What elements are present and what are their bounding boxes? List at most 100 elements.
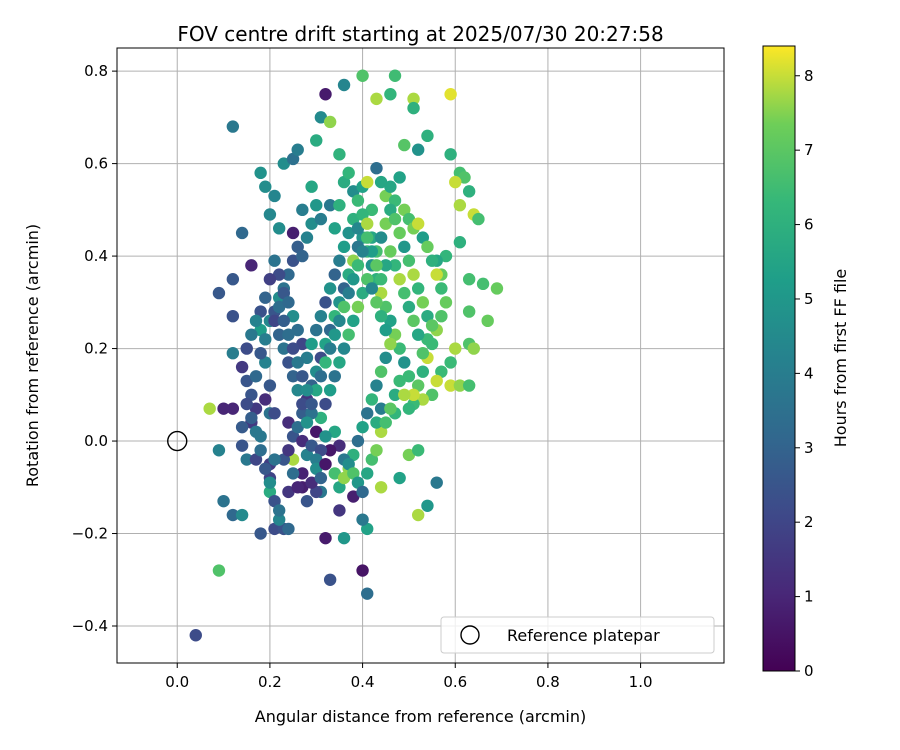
data-point [449,342,462,355]
data-point [411,508,425,522]
data-point [268,189,281,203]
data-point [402,402,416,415]
data-point [282,522,295,536]
data-point [462,305,476,318]
data-point [384,203,397,217]
data-point [333,504,346,517]
data-point [300,383,314,397]
data-point [310,425,323,438]
colorbar-tick-label: 5 [804,290,814,308]
data-point [226,309,240,323]
data-point [277,453,291,466]
data-point [333,314,346,328]
plot-frame [116,47,725,664]
data-point [245,259,258,272]
data-point [361,273,374,286]
data-point [370,416,383,429]
y-tick-label: 0.2 [84,340,108,358]
data-point [314,444,328,457]
data-point [277,157,291,170]
data-point [407,92,420,106]
data-point [291,240,304,254]
data-point [361,231,374,244]
data-point [374,402,388,415]
data-point [337,531,351,545]
y-axis-ticks: −0.4 −0.2 0.0 0.2 0.4 0.6 0.8 [72,62,117,635]
data-point [319,531,332,545]
colorbar-tick-label: 6 [804,216,814,234]
data-point [328,370,341,383]
data-point [319,430,332,443]
data-point [268,254,281,267]
data-point [342,457,355,471]
data-point [254,527,267,540]
data-point [333,439,346,452]
data-point [328,222,341,235]
data-point [249,453,263,466]
data-point [379,300,392,314]
data-point [314,471,328,485]
data-point [356,245,369,258]
data-point [347,448,360,462]
y-tick-label: 0.8 [84,62,108,80]
data-point [337,300,351,314]
data-point [356,485,369,499]
data-point [453,199,467,212]
data-point [314,411,328,425]
data-point [291,356,304,369]
data-point [323,573,337,586]
data-point [300,416,314,429]
data-point [240,374,253,388]
data-point [411,143,425,156]
data-point [259,356,272,369]
data-point [388,388,402,402]
data-point [268,522,281,536]
data-point [402,300,416,314]
data-point [458,171,471,184]
data-point [319,457,332,471]
data-point [282,444,295,457]
data-point [328,328,341,341]
legend-marker [460,625,480,645]
legend-label: Reference platepar [507,626,660,645]
data-point [319,296,332,309]
data-point [226,508,240,522]
data-point [286,370,300,383]
x-tick-label: 1.0 [629,673,653,691]
data-point [347,467,360,480]
data-point [328,425,341,438]
data-point [444,356,457,369]
data-point [393,171,406,184]
data-point [286,254,300,267]
data-point [263,485,277,499]
data-point [398,286,411,300]
data-point [411,328,425,341]
data-point [444,88,457,101]
data-point [398,240,411,254]
data-point [235,360,249,374]
data-point [416,346,430,360]
data-point [226,273,240,286]
data-point [310,383,323,397]
data-point [393,374,406,388]
data-point [398,388,411,402]
data-point [268,453,281,466]
data-point [286,342,300,355]
x-tick-label: 0.4 [351,673,375,691]
data-point [411,217,425,230]
data-point [462,273,476,286]
data-point [296,337,309,351]
data-point [337,175,351,189]
data-point [407,388,420,402]
data-point [245,411,258,425]
data-point [296,397,309,411]
data-point [310,199,323,212]
data-point [240,397,253,411]
data-point [259,333,272,346]
data-point [282,356,295,369]
data-point [240,342,253,355]
data-point [388,194,402,207]
data-point [384,88,397,101]
data-point [347,212,360,226]
